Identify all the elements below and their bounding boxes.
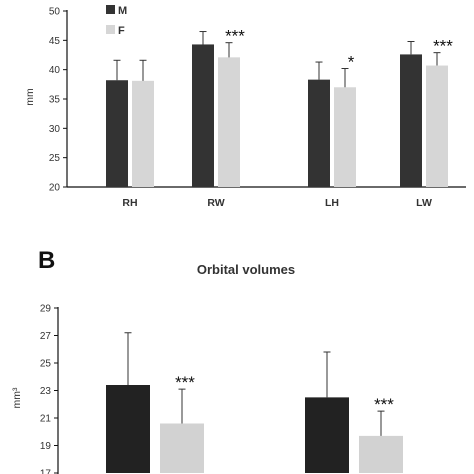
panel-a-category-label: LH	[325, 197, 339, 209]
panel-b-y-tick-label: 29	[40, 304, 52, 315]
panel-a-category-label: RH	[122, 197, 137, 209]
panel-a-bar-f	[218, 57, 240, 188]
panel-a-bar-f	[426, 65, 448, 187]
panel-b-bar-f	[160, 423, 204, 473]
panel-a-y-tick-label: 40	[49, 65, 61, 76]
panel-a-y-axis-label: mm	[24, 88, 36, 106]
legend-swatch-m	[106, 5, 115, 14]
panel-a-significance-marker: ***	[225, 27, 245, 46]
panel-a-significance-marker: *	[348, 52, 355, 71]
panel-a-y-tick-label: 45	[49, 36, 61, 47]
panel-b-y-axis-label: mm³	[11, 387, 23, 408]
panel-a-bar-f	[334, 87, 356, 187]
panel-a-y-tick-label: 50	[49, 7, 61, 18]
panel-b-y-tick-label: 21	[40, 414, 52, 425]
panel-b-y-tick-label: 25	[40, 359, 52, 370]
panel-b-title: Orbital volumes	[197, 262, 295, 277]
panel-a-category-label: RW	[207, 197, 224, 209]
panel-a-bar-m	[192, 44, 214, 187]
panel-a-bar-m	[308, 79, 330, 187]
panel-b-y-tick-label: 23	[40, 386, 52, 397]
panel-a-y-tick-label: 25	[49, 153, 61, 164]
panel-a-bar-m	[106, 80, 128, 187]
panel-a-bar-m	[400, 54, 422, 188]
panel-a-bar-f	[132, 80, 154, 187]
panel-a-y-tick-label: 30	[49, 124, 61, 135]
panel-b-significance-marker: ***	[175, 373, 195, 392]
panel-a-significance-marker: ***	[433, 37, 453, 56]
panel-b-y-tick-label: 17	[40, 469, 52, 474]
panel-b-y-tick-label: 19	[40, 441, 52, 452]
panel-b-letter: B	[38, 247, 55, 274]
panel-b-chart: B Orbital volumes mm³ 17 19 21 23 25 27 29 *** *…	[11, 247, 403, 474]
panel-b-bar-m	[106, 385, 150, 473]
panel-b-bar-f	[359, 435, 403, 473]
panel-b-bar-m	[305, 397, 349, 473]
legend-swatch-f	[106, 25, 115, 34]
panel-a-chart: mm M F 20 25 30 35 40 45 50 RH *** RW * LH *** LW	[24, 5, 466, 209]
legend-label-f: F	[118, 25, 125, 37]
panel-a-y-tick-label: 35	[49, 95, 61, 106]
panel-b-significance-marker: ***	[374, 395, 394, 414]
panel-a-category-label: LW	[416, 197, 432, 209]
panel-b-y-tick-label: 27	[40, 331, 52, 342]
panel-a-y-tick-label: 20	[49, 183, 61, 194]
panel-a-legend: M F	[106, 5, 127, 37]
legend-label-m: M	[118, 5, 127, 17]
